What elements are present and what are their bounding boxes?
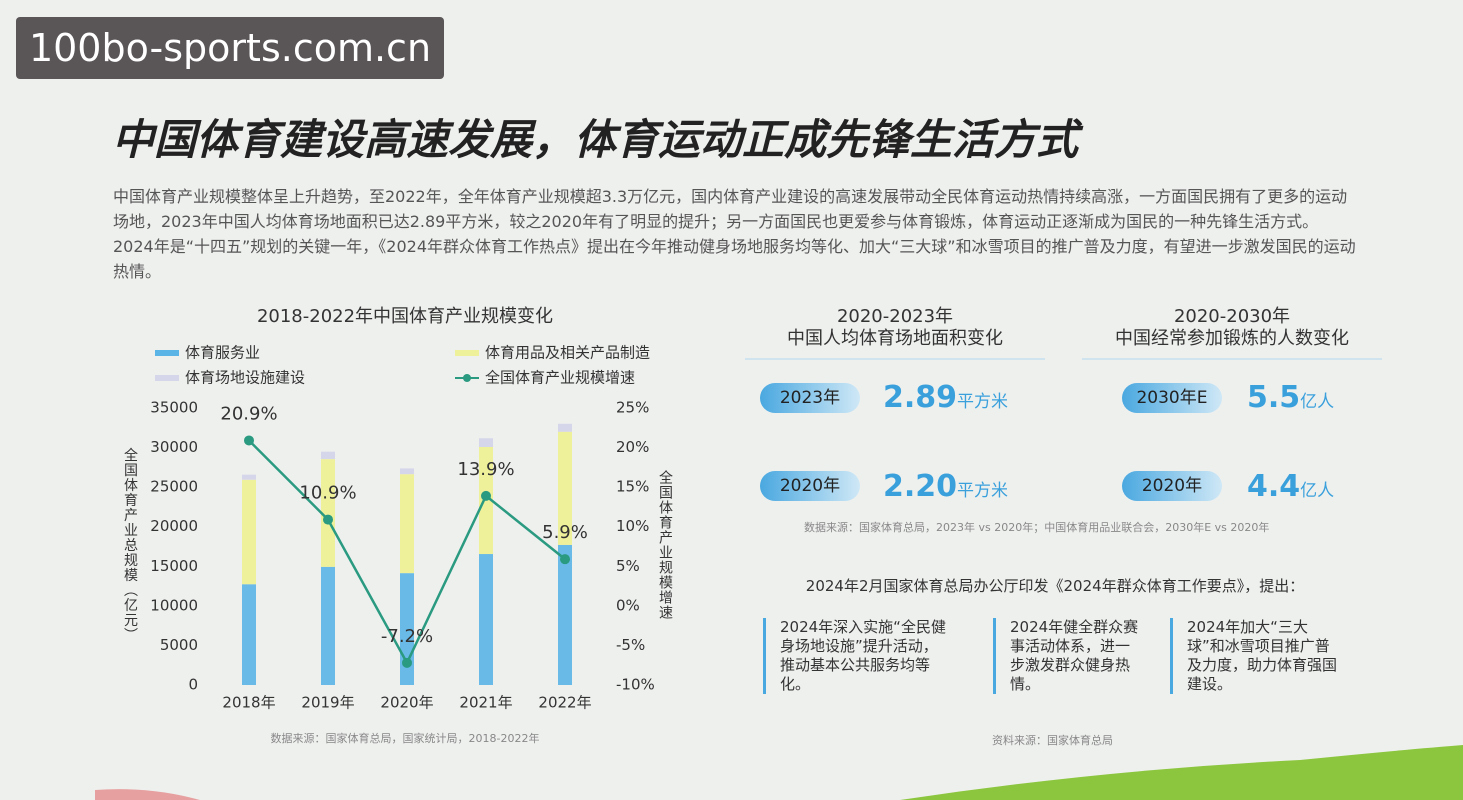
y-tick-label: 0 bbox=[188, 676, 198, 694]
y-tick-label: 15000 bbox=[150, 557, 198, 575]
growth-point bbox=[323, 514, 333, 525]
stat-number: 2.20 bbox=[883, 469, 958, 504]
legend-swatch bbox=[155, 375, 179, 381]
intro-paragraph: 中国体育产业规模整体呈上升趋势，至2022年，全年体育产业规模超3.3万亿元，国… bbox=[113, 187, 1356, 281]
bar-segment bbox=[479, 554, 493, 685]
data-label: -7.2% bbox=[381, 626, 433, 647]
legend-label: 体育用品及相关产品制造 bbox=[485, 344, 650, 362]
y-tick-label: 5000 bbox=[160, 636, 198, 654]
stat-unit: 亿人 bbox=[1300, 481, 1335, 501]
bar-segment bbox=[558, 544, 572, 685]
y2-tick-label: 10% bbox=[616, 517, 649, 535]
panel-title: 2020-2023年 中国人均体育场地面积变化 bbox=[745, 306, 1045, 360]
bar-segment bbox=[242, 479, 256, 585]
chart-title: 2018-2022年中国体育产业规模变化 bbox=[257, 306, 553, 327]
x-tick-label: 2022年 bbox=[538, 694, 591, 712]
legend-label: 体育场地设施建设 bbox=[185, 369, 305, 387]
growth-point bbox=[402, 657, 412, 668]
panel-title-line: 2020-2023年 bbox=[836, 306, 954, 327]
notice-title: 2024年2月国家体育总局办公厅印发《2024年群众体育工作要点》，提出： bbox=[805, 577, 1305, 595]
bar-segment bbox=[479, 438, 493, 447]
data-label: 10.9% bbox=[299, 483, 356, 504]
stat-value: 4.4亿人 bbox=[1247, 470, 1334, 508]
stat-value: 2.89平方米 bbox=[883, 381, 1008, 419]
watermark: 100bo-sports.com.cn bbox=[16, 17, 444, 79]
stat-unit: 亿人 bbox=[1300, 392, 1335, 412]
stat-unit: 平方米 bbox=[957, 392, 1009, 412]
stat-unit: 平方米 bbox=[957, 481, 1009, 501]
legend-swatch bbox=[155, 350, 179, 356]
panel-title: 2020-2030年 中国经常参加锻炼的人数变化 bbox=[1082, 306, 1382, 360]
stat-label: 2030年E bbox=[1122, 383, 1222, 413]
stat-number: 4.4 bbox=[1247, 469, 1301, 504]
bar-segment bbox=[321, 451, 335, 460]
data-label: 13.9% bbox=[457, 459, 514, 480]
legend-marker bbox=[463, 374, 471, 382]
data-label: 20.9% bbox=[220, 403, 277, 424]
panel-title-line: 中国人均体育场地面积变化 bbox=[787, 328, 1003, 349]
y2-tick-label: -5% bbox=[616, 636, 645, 654]
y-tick-label: 20000 bbox=[150, 517, 198, 535]
bar-segment bbox=[321, 566, 335, 685]
x-tick-label: 2020年 bbox=[380, 694, 433, 712]
data-label: 5.9% bbox=[542, 522, 588, 543]
notice-source: 资料来源：国家体育总局 bbox=[992, 734, 1113, 747]
y2-tick-label: 15% bbox=[616, 478, 649, 496]
bar-segment bbox=[400, 474, 414, 574]
panel-title-line: 中国经常参加锻炼的人数变化 bbox=[1115, 328, 1349, 349]
hill-decoration bbox=[900, 745, 1463, 800]
y2-tick-label: 0% bbox=[616, 596, 640, 614]
y-axis-title: 全国体育产业总规模（亿元） bbox=[122, 447, 138, 643]
stat-number: 2.89 bbox=[883, 380, 958, 415]
y-tick-label: 25000 bbox=[150, 478, 198, 496]
corner-decoration bbox=[95, 789, 200, 800]
stat-value: 2.20平方米 bbox=[883, 470, 1008, 508]
y-tick-label: 35000 bbox=[150, 399, 198, 417]
stat-value: 5.5亿人 bbox=[1247, 381, 1334, 419]
legend-swatch bbox=[455, 350, 479, 356]
growth-point bbox=[244, 435, 254, 446]
y2-tick-label: 25% bbox=[616, 399, 649, 417]
chart-source: 数据来源：国家体育总局，国家统计局，2018-2022年 bbox=[271, 731, 540, 745]
bar-segment bbox=[558, 423, 572, 432]
bar-segment bbox=[242, 584, 256, 685]
legend-label: 全国体育产业规模增速 bbox=[485, 369, 635, 387]
growth-point bbox=[481, 490, 491, 501]
bar-segment bbox=[242, 474, 256, 480]
stat-label: 2023年 bbox=[760, 383, 860, 413]
stat-number: 5.5 bbox=[1247, 380, 1301, 415]
growth-point bbox=[560, 554, 570, 565]
y2-tick-label: -10% bbox=[616, 676, 655, 694]
panel-title-line: 2020-2030年 bbox=[1173, 306, 1291, 327]
bar-segment bbox=[321, 459, 335, 567]
x-tick-label: 2021年 bbox=[459, 694, 512, 712]
y-tick-label: 30000 bbox=[150, 438, 198, 456]
y2-tick-label: 5% bbox=[616, 557, 640, 575]
notice-item: 2024年深入实施“全民健身场地设施”提升活动，推动基本公共服务均等化。 bbox=[763, 618, 948, 694]
notice-item: 2024年健全群众赛事活动体系，进一步激发群众健身热情。 bbox=[993, 618, 1140, 694]
page-title: 中国体育建设高速发展，体育运动正成先锋生活方式 bbox=[112, 115, 1079, 164]
notice-item: 2024年加大“三大球”和冰雪项目推广普及力度，助力体育强国建设。 bbox=[1170, 618, 1342, 694]
panel-source: 数据来源：国家体育总局，2023年 vs 2020年；中国体育用品业联合会，20… bbox=[804, 521, 1270, 534]
bar-segment bbox=[558, 431, 572, 545]
x-tick-label: 2018年 bbox=[222, 694, 275, 712]
y-tick-label: 10000 bbox=[150, 596, 198, 614]
stat-label: 2020年 bbox=[760, 471, 860, 501]
x-tick-label: 2019年 bbox=[301, 694, 354, 712]
y2-axis-title: 全国体育产业规模增速 bbox=[657, 469, 673, 620]
y2-tick-label: 20% bbox=[616, 438, 649, 456]
legend-label: 体育服务业 bbox=[185, 344, 260, 362]
stat-label: 2020年 bbox=[1122, 471, 1222, 501]
bar-segment bbox=[400, 468, 414, 475]
